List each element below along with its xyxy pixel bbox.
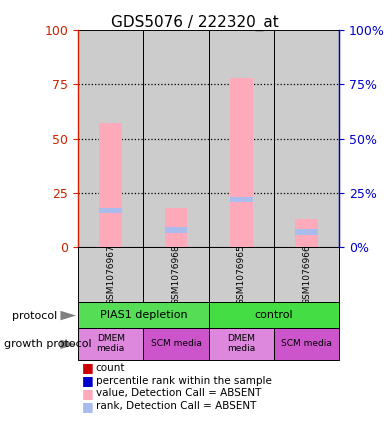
- Text: ■: ■: [82, 374, 94, 387]
- Bar: [274, 247, 339, 302]
- Bar: [144, 328, 209, 360]
- Bar: [144, 247, 209, 302]
- Text: GSM1076966: GSM1076966: [302, 244, 311, 305]
- Text: rank, Detection Call = ABSENT: rank, Detection Call = ABSENT: [96, 401, 256, 411]
- Bar: [209, 30, 274, 247]
- Text: PIAS1 depletion: PIAS1 depletion: [99, 310, 187, 320]
- Text: ■: ■: [82, 387, 94, 400]
- Bar: [144, 30, 209, 247]
- Text: protocol: protocol: [12, 310, 57, 321]
- Text: SCM media: SCM media: [151, 339, 201, 348]
- Text: GSM1076968: GSM1076968: [172, 244, 181, 305]
- Bar: [209, 328, 274, 360]
- Bar: [165, 208, 188, 247]
- Bar: [99, 123, 122, 247]
- Bar: [99, 208, 122, 213]
- Bar: [78, 328, 144, 360]
- Text: ■: ■: [82, 362, 94, 374]
- Text: percentile rank within the sample: percentile rank within the sample: [96, 376, 271, 386]
- Text: count: count: [96, 363, 125, 373]
- Text: control: control: [255, 310, 293, 320]
- Bar: [165, 227, 188, 233]
- Text: GSM1076965: GSM1076965: [237, 244, 246, 305]
- Bar: [295, 230, 318, 235]
- Bar: [230, 77, 253, 247]
- Bar: [274, 328, 339, 360]
- Bar: [78, 302, 209, 328]
- Bar: [230, 197, 253, 202]
- Text: value, Detection Call = ABSENT: value, Detection Call = ABSENT: [96, 388, 261, 398]
- Text: DMEM
media: DMEM media: [97, 334, 125, 353]
- Bar: [274, 30, 339, 247]
- Bar: [209, 247, 274, 302]
- Text: SCM media: SCM media: [281, 339, 332, 348]
- Bar: [295, 219, 318, 247]
- Bar: [78, 247, 144, 302]
- Bar: [209, 302, 339, 328]
- Polygon shape: [60, 340, 76, 349]
- Text: GSM1076967: GSM1076967: [106, 244, 115, 305]
- Bar: [78, 30, 144, 247]
- Text: DMEM
media: DMEM media: [227, 334, 255, 353]
- Text: growth protocol: growth protocol: [4, 339, 92, 349]
- Polygon shape: [60, 311, 76, 320]
- Text: GDS5076 / 222320_at: GDS5076 / 222320_at: [111, 15, 279, 31]
- Text: ■: ■: [82, 400, 94, 412]
